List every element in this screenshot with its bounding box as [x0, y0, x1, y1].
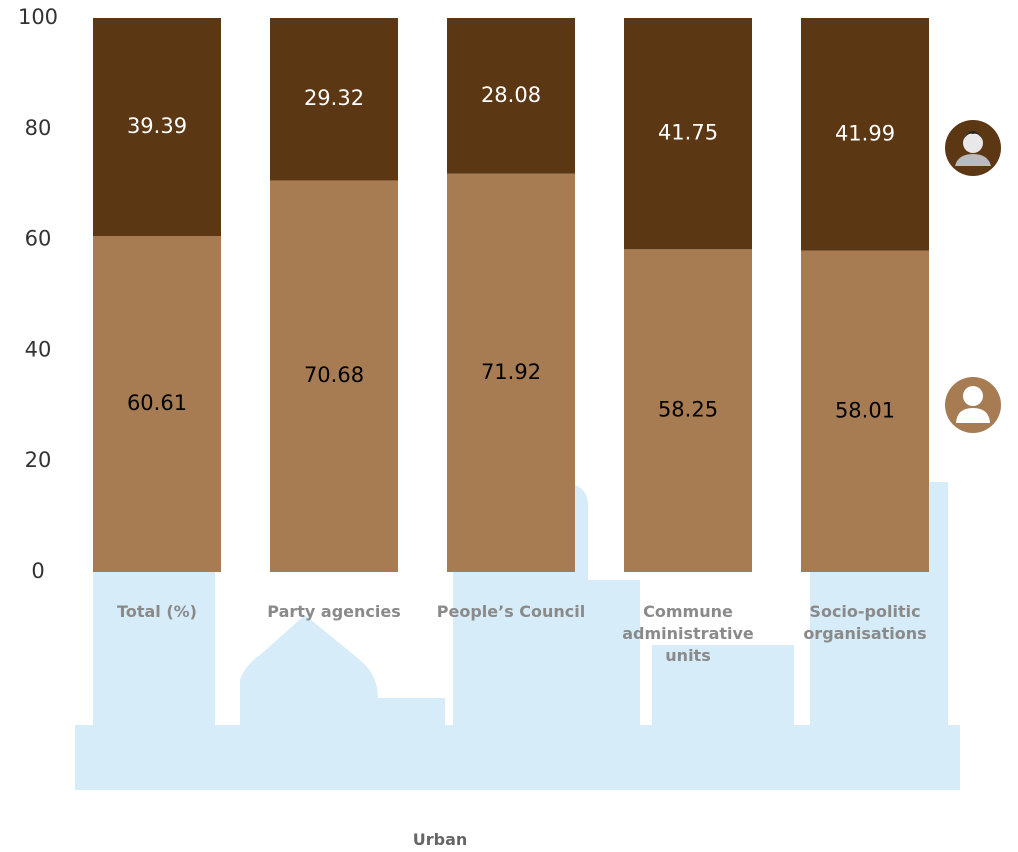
x-tick-label: Party agencies	[267, 602, 401, 621]
x-tick-label: People’s Council	[436, 602, 586, 621]
value-label: 58.25	[658, 398, 718, 422]
bar-segment	[447, 18, 575, 174]
female-icon	[945, 120, 1001, 176]
y-tick-label: 100	[18, 5, 58, 29]
y-tick-label: 40	[25, 337, 52, 361]
x-tick-label: Socio-politic organisations	[803, 602, 927, 643]
x-tick-label: Total (%)	[117, 602, 197, 621]
bar-segment	[624, 18, 752, 250]
x-tick-label: Commune administrative units	[622, 602, 754, 665]
y-tick-label: 60	[25, 227, 52, 251]
bar-segment	[270, 18, 398, 181]
bar-segment	[801, 18, 929, 251]
bar-segment	[93, 236, 221, 573]
value-label: 41.99	[835, 121, 895, 145]
value-label: 28.08	[481, 83, 541, 107]
male-icon	[945, 377, 1001, 433]
bar-segment	[624, 249, 752, 573]
bar-segment	[270, 180, 398, 572]
bar-segment	[93, 18, 221, 237]
value-label: 71.92	[481, 360, 541, 384]
value-label: 39.39	[127, 114, 187, 138]
value-label: 29.32	[304, 86, 364, 110]
bar-segment	[801, 250, 929, 572]
value-label: 70.68	[304, 363, 364, 387]
y-tick-label: 0	[31, 559, 44, 583]
skyline-background	[75, 482, 960, 790]
y-tick-label: 20	[25, 448, 52, 472]
value-label: 58.01	[835, 398, 895, 422]
value-label: 60.61	[127, 391, 187, 415]
x-axis-label: Urban	[412, 830, 468, 849]
value-label: 41.75	[658, 121, 718, 145]
bar-segment	[447, 173, 575, 572]
y-tick-label: 80	[25, 116, 52, 140]
